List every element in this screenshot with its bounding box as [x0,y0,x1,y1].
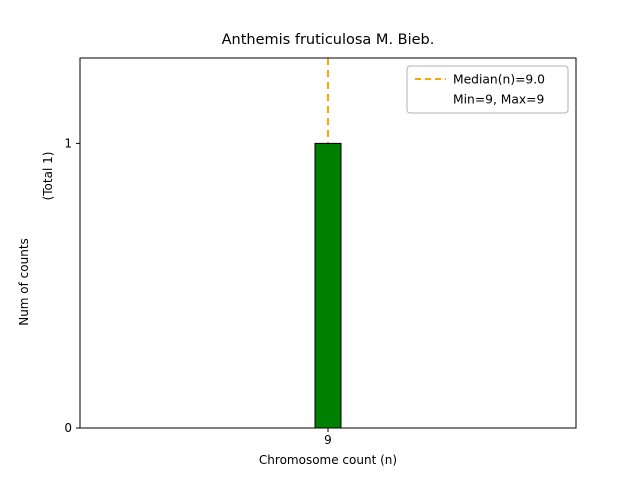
x-axis-label: Chromosome count (n) [259,453,397,467]
y-axis-total-label: (Total 1) [41,152,55,201]
y-tick-label-1: 1 [64,136,72,150]
legend-entry-median: Median(n)=9.0 [453,73,545,87]
legend: Median(n)=9.0 Min=9, Max=9 [406,65,569,114]
y-axis-label: Num of counts [17,238,31,326]
legend-box [406,65,569,114]
y-tick-label-0: 0 [64,421,72,435]
legend-entry-minmax: Min=9, Max=9 [453,93,544,107]
bar-count-9 [314,142,342,429]
chart-title: Anthemis fruticulosa M. Bieb. [222,32,435,48]
x-tick-label-9: 9 [324,433,332,447]
